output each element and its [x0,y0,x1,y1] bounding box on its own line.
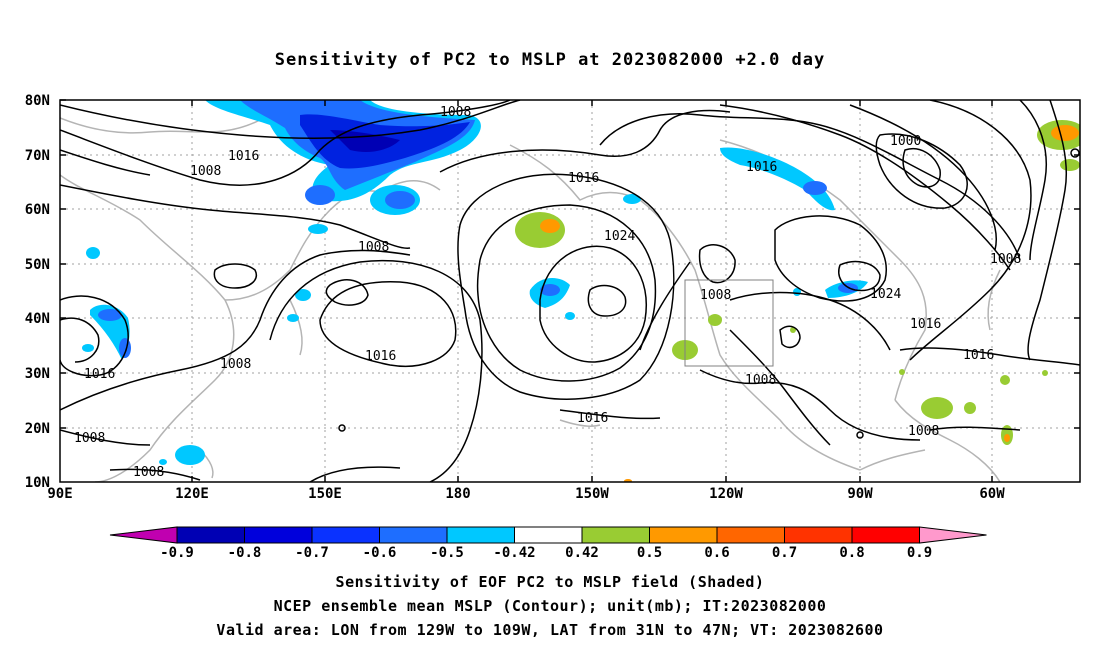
lon-label: 90W [847,486,873,502]
colorbar-tick-label: 0.6 [704,545,729,561]
colorbar-swatch [379,526,448,544]
lat-label: 40N [25,311,50,327]
contour-label: 1008 [220,357,251,372]
colorbar-min-arrow [109,526,178,544]
contour-labels: 1008 1016 1008 1008 1016 1024 1016 1000 … [74,105,1021,480]
colorbar-swatch [716,526,785,544]
colorbar-max-arrow [919,526,987,544]
contour-label: 1016 [910,317,941,332]
contour-label: 1000 [890,134,921,149]
colorbar-swatch [581,526,650,544]
lat-label: 20N [25,421,50,437]
colorbar-tick-label: 0.42 [565,545,599,561]
lat-label: 70N [25,148,50,164]
caption-shading: Sensitivity of EOF PC2 to MSLP field (Sh… [335,573,765,591]
contour-label: 1024 [604,229,635,244]
lon-label: 150E [308,486,342,502]
caption-valid-area: Valid area: LON from 129W to 109W, LAT f… [216,621,884,639]
map-frame [59,99,1081,483]
contour-label: 1008 [700,288,731,303]
colorbar [109,526,987,544]
colorbar-swatch [649,526,718,544]
lat-label: 60N [25,202,50,218]
colorbar-swatch [514,526,583,544]
lon-label: 120W [709,486,743,502]
sensitivity-shading [82,100,1080,482]
colorbar-swatch [784,526,853,544]
longitude-labels: 90E 120E 150E 180 150W 120W 90W 60W [47,486,1005,502]
contour-label: 1008 [990,252,1021,267]
contour-label: 1008 [190,164,221,179]
colorbar-labels: -0.9 -0.8 -0.7 -0.6 -0.5 -0.42 0.42 0.5 0.6 0.7 0.… [160,545,932,561]
colorbar-tick-label: -0.5 [430,545,464,561]
colorbar-swatch [176,526,245,544]
contour-label: 1024 [870,287,901,302]
contour-label: 1016 [228,149,259,164]
colorbar-swatch [446,526,515,544]
lon-label: 120E [175,486,209,502]
plot-title: Sensitivity of PC2 to MSLP at 2023082000… [274,50,826,70]
contour-label: 1008 [358,240,389,255]
contour-label: 1016 [365,349,396,364]
lon-label: 150W [575,486,609,502]
colorbar-tick-label: -0.7 [295,545,329,561]
colorbar-tick-label: -0.8 [228,545,262,561]
lat-label: 30N [25,366,50,382]
tick-marks [60,99,1080,482]
colorbar-tick-label: -0.42 [493,545,535,561]
lat-label: 50N [25,257,50,273]
contour-label: 1008 [133,465,164,480]
lat-label: 10N [25,475,50,491]
colorbar-tick-label: -0.6 [363,545,397,561]
contour-label: 1016 [963,348,994,363]
valid-area-box [684,279,774,367]
contour-label: 1016 [84,367,115,382]
lon-label: 180 [445,486,470,502]
colorbar-tick-label: 0.7 [772,545,797,561]
colorbar-swatch [311,526,380,544]
contour-label: 1008 [440,105,471,120]
caption-contour: NCEP ensemble mean MSLP (Contour); unit(… [273,597,827,615]
contour-label: 1016 [577,411,608,426]
lon-label: 60W [979,486,1005,502]
lon-label: 90E [47,486,72,502]
colorbar-tick-label: 0.8 [839,545,864,561]
colorbar-swatch [851,526,920,544]
colorbar-swatch [244,526,313,544]
colorbar-tick-label: 0.5 [637,545,662,561]
contour-label: 1016 [568,171,599,186]
lat-label: 80N [25,93,50,109]
contour-label: 1008 [908,424,939,439]
map-plot-area: 1008 1016 1008 1008 1016 1024 1016 1000 … [60,100,1080,482]
contour-label: 1016 [746,160,777,175]
colorbar-tick-label: 0.9 [907,545,932,561]
colorbar-tick-label: -0.9 [160,545,194,561]
contour-label: 1008 [74,431,105,446]
latitude-labels: 80N 70N 60N 50N 40N 30N 20N 10N [25,93,50,491]
mslp-contours [60,100,1080,482]
contour-label: 1008 [745,373,776,388]
